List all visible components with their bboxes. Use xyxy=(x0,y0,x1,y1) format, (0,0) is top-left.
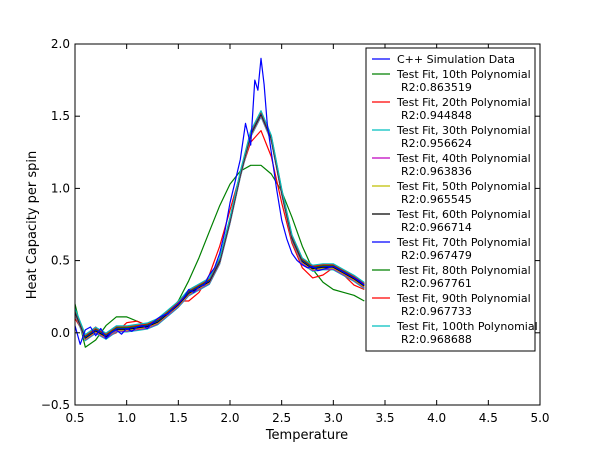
legend-label: Test Fit, 20th Polynomial xyxy=(396,96,531,109)
fit-line-10th xyxy=(75,164,365,348)
legend-r2: R2:0.967761 xyxy=(401,277,472,290)
x-tick-label: 3.0 xyxy=(324,411,343,425)
legend-label: Test Fit, 70th Polynomial xyxy=(396,236,531,249)
y-tick-label: 1.0 xyxy=(51,181,70,195)
y-tick-label: 0.0 xyxy=(51,326,70,340)
legend-box xyxy=(365,47,536,352)
tick-layer: 0.5 1.0 1.5 2.0 2.5 3.0 3.5 4.0 4.5 5.0 −0.5 0.0 0.5… xyxy=(41,37,550,425)
y-axis-label: Heat Capacity per spin xyxy=(25,151,40,300)
legend-r2: R2:0.956624 xyxy=(401,137,472,150)
series-layer xyxy=(75,57,365,348)
plot-frame xyxy=(74,43,541,406)
legend-r2: R2:0.863519 xyxy=(401,81,472,94)
x-axis-label: Temperature xyxy=(265,428,348,443)
simulation-data-line xyxy=(75,57,365,345)
x-tick-label: 5.0 xyxy=(530,411,549,425)
x-tick-label: 1.0 xyxy=(117,411,136,425)
legend-r2: R2:0.944848 xyxy=(401,109,472,122)
legend-r2: R2:0.965545 xyxy=(401,193,472,206)
x-tick-label: 3.5 xyxy=(375,411,394,425)
x-tick-label: 0.5 xyxy=(65,411,84,425)
plot-lines xyxy=(75,57,365,348)
x-tick-label: 2.5 xyxy=(272,411,291,425)
legend-label: Test Fit, 50th Polynomial xyxy=(396,180,531,193)
y-tick-label: 0.5 xyxy=(51,254,70,268)
fit-line-100th xyxy=(75,110,365,336)
y-tick-label: 1.5 xyxy=(51,109,70,123)
legend-r2: R2:0.966714 xyxy=(401,221,472,234)
legend-r2: R2:0.967479 xyxy=(401,249,472,262)
y-tick-label: 2.0 xyxy=(51,37,70,51)
x-tick-label: 4.0 xyxy=(427,411,446,425)
x-tick-label: 4.5 xyxy=(479,411,498,425)
legend: C++ Simulation Data Test Fit, 10th Polyno… xyxy=(365,47,538,352)
legend-label: C++ Simulation Data xyxy=(397,53,515,66)
legend-label: Test Fit, 40th Polynomial xyxy=(396,152,531,165)
legend-label: Test Fit, 10th Polynomial xyxy=(396,68,531,81)
legend-label: Test Fit, 60th Polynomial xyxy=(396,208,531,221)
x-tick-label: 1.5 xyxy=(169,411,188,425)
x-tick-label: 2.0 xyxy=(220,411,239,425)
legend-r2: R2:0.963836 xyxy=(401,165,472,178)
legend-label: Test Fit, 80th Polynomial xyxy=(396,264,531,277)
legend-r2: R2:0.967733 xyxy=(401,305,472,318)
legend-label: Test Fit, 100th Polynomial xyxy=(396,320,538,333)
legend-label: Test Fit, 30th Polynomial xyxy=(396,124,531,137)
legend-label: Test Fit, 90th Polynomial xyxy=(396,292,531,305)
legend-r2: R2:0.968688 xyxy=(401,333,472,346)
y-tick-label: −0.5 xyxy=(41,398,70,412)
